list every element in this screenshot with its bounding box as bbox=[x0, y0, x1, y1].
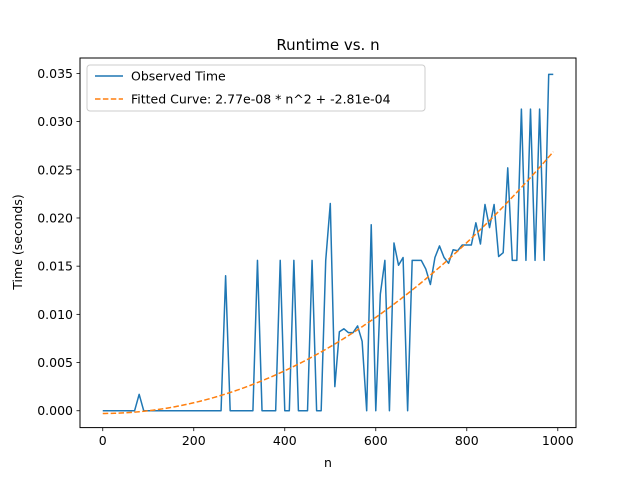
x-tick-label: 400 bbox=[273, 433, 297, 448]
x-tick-label: 0 bbox=[99, 433, 107, 448]
plot-layer bbox=[102, 73, 554, 415]
legend: Observed Time Fitted Curve: 2.77e-08 * n… bbox=[86, 64, 426, 112]
y-tick-label: 0.025 bbox=[37, 162, 73, 177]
y-tick-label: 0.000 bbox=[37, 403, 73, 418]
y-tick-label: 0.035 bbox=[37, 66, 73, 81]
y-tick-label: 0.020 bbox=[37, 210, 73, 225]
x-tick-label: 600 bbox=[364, 433, 388, 448]
y-axis-label: Time (seconds) bbox=[10, 194, 25, 290]
x-tick-label: 1000 bbox=[542, 433, 574, 448]
y-tick-label: 0.015 bbox=[37, 259, 73, 274]
legend-label-observed: Observed Time bbox=[131, 69, 226, 84]
chart-title: Runtime vs. n bbox=[276, 36, 379, 54]
plot-frame bbox=[79, 57, 577, 429]
y-tick-label: 0.010 bbox=[37, 307, 73, 322]
x-tick-label: 200 bbox=[182, 433, 206, 448]
legend-label-fitted: Fitted Curve: 2.77e-08 * n^2 + -2.81e-04 bbox=[131, 92, 391, 107]
legend-box bbox=[86, 64, 426, 112]
ticks-layer: 0 200 400 600 800 1000 0.000 0.005 0.010 0.015 0.0… bbox=[37, 66, 574, 448]
x-tick-label: 800 bbox=[455, 433, 479, 448]
y-tick-label: 0.030 bbox=[37, 114, 73, 129]
series-observed-line bbox=[102, 73, 554, 412]
y-tick-label: 0.005 bbox=[37, 355, 73, 370]
series-fitted-curve bbox=[102, 151, 554, 415]
x-axis-label: n bbox=[324, 455, 332, 470]
